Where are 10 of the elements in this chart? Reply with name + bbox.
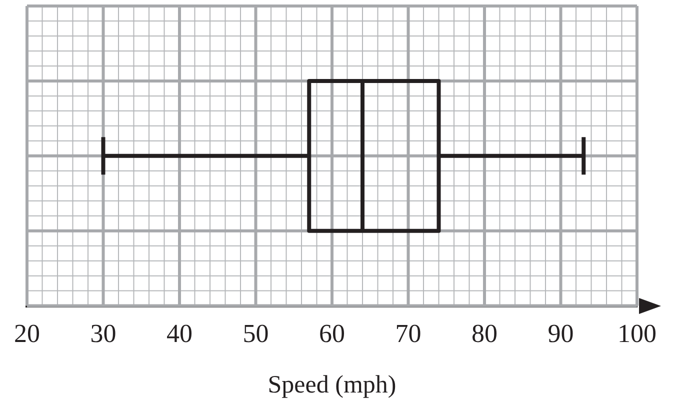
x-tick-label: 40: [166, 319, 192, 348]
x-tick-label: 70: [395, 319, 422, 348]
x-axis-title: Speed (mph): [268, 372, 396, 399]
x-tick-label: 80: [472, 319, 498, 348]
x-tick-label: 20: [14, 319, 40, 348]
x-tick-label: 50: [242, 319, 269, 348]
x-tick-label: 30: [90, 319, 116, 348]
x-tick-label: 100: [618, 319, 656, 348]
x-tick-label: 90: [548, 319, 574, 348]
x-tick-label: 60: [319, 319, 345, 348]
